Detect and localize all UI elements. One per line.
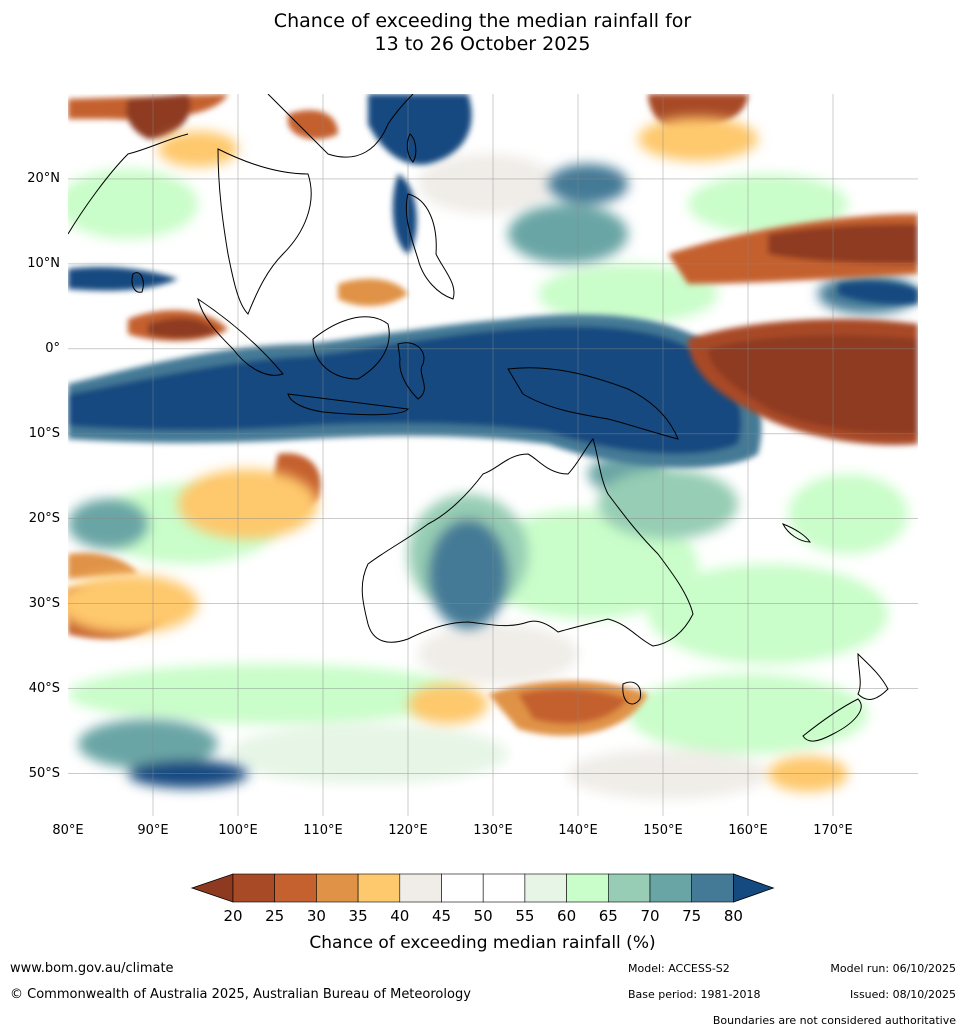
new-caledonia-coast [781,523,811,543]
latitude-label: 10°S [28,425,60,441]
colorbar-tick-label: 65 [598,907,618,925]
rainfall-map [68,94,918,816]
taiwan-coast [406,133,417,163]
title-line-1: Chance of exceeding the median rainfall … [273,10,692,32]
colorbar-segment [357,873,401,903]
latitude-label: 20°S [28,510,60,526]
india-coast [68,133,189,235]
colorbar-segment [274,873,317,903]
field-light-orange [68,117,848,792]
colorbar-segment [482,873,526,903]
colorbar-tick-label: 60 [557,907,577,925]
colorbar-tick-label: 50 [473,907,493,925]
longitude-label: 170°E [813,823,853,838]
new-zealand-north [857,652,889,700]
map-title: Chance of exceeding the median rainfall … [0,10,965,56]
latitude-label: 20°N [27,170,60,186]
longitude-label: 160°E [728,823,768,838]
issued-text: Issued: 08/10/2025 [849,988,956,1001]
longitude-label: 110°E [303,823,343,838]
field-deep-blue [68,94,918,468]
graticule [68,94,918,816]
colorbar-segment [691,873,734,903]
latitude-label: 10°N [27,255,60,271]
longitude-label: 90°E [137,823,169,838]
colorbar-tick-label: 75 [682,907,702,925]
map-canvas [68,94,918,816]
colorbar [190,873,775,903]
base-period-text: Base period: 1981-2018 [628,988,761,1001]
latitude-label: 50°S [28,765,60,781]
latitude-label: 0° [45,340,60,356]
colorbar-segment [566,873,609,903]
title-line-2: 13 to 26 October 2025 [374,33,591,55]
colorbar-segment [524,873,567,903]
sulawesi-coast [397,342,425,400]
indochina-coast [217,148,312,315]
colorbar-tick-label: 20 [223,907,243,925]
field-light-green [68,154,908,799]
colorbar-tick-label: 45 [431,907,452,925]
colorbar-tick-label: 80 [723,907,743,925]
colorbar-title: Chance of exceeding median rainfall (%) [309,933,656,953]
model-run-text: Model run: 06/10/2025 [830,962,956,975]
colorbar-tick-label: 35 [348,907,368,925]
borneo-coast [312,316,390,380]
model-text: Model: ACCESS-S2 [628,962,730,975]
longitude-label: 120°E [388,823,428,838]
sumatra-coast [197,297,284,376]
colorbar-segment [649,873,693,903]
colorbar-segment [316,873,359,903]
colorbar-segment [607,873,651,903]
latitude-label: 40°S [28,680,60,696]
disclaimer-text: Boundaries are not considered authoritat… [712,1014,956,1027]
colorbar-under-arrow [190,873,234,903]
coastlines [68,94,889,742]
colorbar-segment [441,873,484,903]
new-zealand-south [802,698,862,742]
tasmania-coast [622,681,642,705]
colorbar-tick-label: 30 [306,907,326,925]
sri-lanka-coast [131,272,144,293]
philippines-coast [405,193,455,300]
longitude-label: 80°E [52,823,84,838]
colorbar-tick-label: 25 [265,907,285,925]
china-coast [267,94,414,158]
colorbar-tick-label: 70 [640,907,660,925]
java-coast [287,393,409,416]
website-text: www.bom.gov.au/climate [10,961,174,976]
new-guinea-coast [507,367,679,440]
colorbar-tick-label: 55 [515,907,535,925]
colorbar-over-arrow [733,873,775,903]
longitude-label: 150°E [643,823,683,838]
longitude-label: 130°E [473,823,513,838]
longitude-label: 140°E [558,823,598,838]
colorbar-segment [232,873,276,903]
australia-coast [361,438,694,647]
copyright-text: © Commonwealth of Australia 2025, Austra… [10,987,471,1002]
colorbar-segment [399,873,442,903]
colorbar-tick-label: 40 [390,907,410,925]
latitude-label: 30°S [28,595,60,611]
longitude-label: 100°E [218,823,258,838]
